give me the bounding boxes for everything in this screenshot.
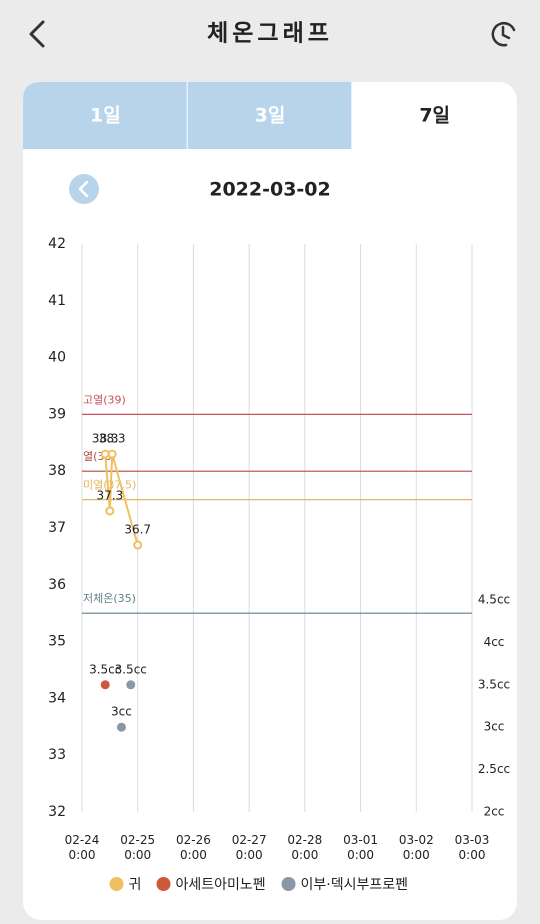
tab-background — [23, 82, 187, 149]
x-tick-time: 0:00 — [347, 848, 374, 862]
y-tick-label: 39 — [48, 406, 66, 422]
date-label: 2022-03-02 — [209, 179, 331, 201]
reference-label: 고열(39) — [83, 393, 126, 406]
point — [126, 680, 136, 690]
y-tick-label: 34 — [48, 690, 66, 706]
y-tick-label: 33 — [48, 747, 66, 763]
x-tick-time: 0:00 — [124, 848, 151, 862]
back-button[interactable] — [29, 20, 45, 48]
x-tick-time: 0:00 — [180, 848, 207, 862]
x-tick-date: 03-01 — [343, 833, 378, 847]
x-tick-label: 02-24 0:00 — [65, 833, 100, 862]
tab-background — [187, 82, 352, 149]
legend-label: 아세트아미노펜 — [176, 877, 266, 893]
y-tick-label: 32 — [48, 804, 66, 820]
legend-swatch — [109, 877, 124, 891]
reference-label: 미열(37.5) — [83, 479, 136, 492]
y-tick-label: 36 — [48, 577, 66, 593]
legend-item: 이부·덱시부프로펜 — [281, 877, 409, 893]
data-label: 3cc — [111, 705, 132, 719]
prev-date-button[interactable] — [69, 174, 99, 204]
tabs: 1일 3일 7일 — [23, 82, 450, 149]
y-tick-label: 35 — [48, 634, 66, 650]
data-label: 38.3 — [99, 432, 126, 446]
x-tick-time: 0:00 — [291, 848, 318, 862]
y-tick-label: 42 — [48, 236, 66, 252]
clock-icon — [491, 21, 516, 47]
x-tick-label: 02-27 0:00 — [232, 833, 267, 862]
x-tick-date: 02-27 — [232, 833, 267, 847]
y2-tick-label: 3.5cc — [478, 677, 510, 691]
tab-label: 1일 — [90, 105, 121, 127]
point — [105, 506, 115, 516]
legend-label: 이부·덱시부프로펜 — [301, 877, 409, 893]
x-tick-date: 02-25 — [120, 833, 155, 847]
data-label: 37.3 — [96, 488, 123, 502]
legend-item: 아세트아미노펜 — [156, 877, 266, 893]
tab-label: 7일 — [419, 105, 450, 127]
point — [116, 722, 126, 732]
y-tick-label: 41 — [48, 293, 66, 309]
x-tick-label: 03-01 0:00 — [343, 833, 378, 862]
data-label: 3.5cc — [89, 662, 121, 676]
y2-tick-label: 2.5cc — [478, 762, 510, 776]
data-label: 38.3 — [92, 432, 119, 446]
legend-item: 귀 — [109, 877, 142, 893]
clock-hands — [501, 25, 511, 40]
point — [100, 680, 110, 690]
point — [107, 449, 117, 459]
x-tick-label: 03-02 0:00 — [399, 833, 434, 862]
history-button[interactable] — [491, 21, 516, 47]
x-tick-date: 02-28 — [287, 833, 322, 847]
y-tick-label: 40 — [48, 350, 66, 366]
x-tick-label: 03-03 0:00 — [455, 833, 490, 862]
tab[interactable]: 1일 — [23, 82, 187, 149]
x-tick-time: 0:00 — [459, 848, 486, 862]
tab[interactable]: 3일 — [187, 82, 352, 149]
data-label: 36.7 — [124, 523, 151, 537]
x-tick-date: 03-03 — [455, 833, 490, 847]
point — [100, 449, 110, 459]
series-line — [104, 453, 139, 546]
y-tick-label: 38 — [48, 463, 66, 479]
card — [23, 82, 517, 920]
x-tick-label: 02-25 0:00 — [120, 833, 155, 862]
y2-tick-label: 2cc — [484, 805, 505, 819]
y2-tick-label: 4.5cc — [478, 593, 510, 607]
tab-label: 3일 — [255, 105, 286, 127]
reference-label: 저체온(35) — [83, 592, 136, 605]
point — [133, 540, 143, 550]
page-title: 체온그래프 — [207, 21, 333, 47]
x-tick-label: 02-26 0:00 — [176, 833, 211, 862]
y2-tick-label: 4cc — [484, 635, 505, 649]
y-tick-label: 37 — [48, 520, 66, 536]
x-tick-time: 0:00 — [69, 848, 96, 862]
x-tick-date: 03-02 — [399, 833, 434, 847]
x-tick-time: 0:00 — [403, 848, 430, 862]
x-tick-date: 02-26 — [176, 833, 211, 847]
tab[interactable]: 7일 — [419, 105, 450, 127]
x-tick-time: 0:00 — [236, 848, 263, 862]
x-tick-date: 02-24 — [65, 833, 100, 847]
data-label: 3.5cc — [115, 662, 147, 676]
x-tick-label: 02-28 0:00 — [287, 833, 322, 862]
prev-arrow — [78, 180, 89, 198]
y2-tick-label: 3cc — [484, 720, 505, 734]
legend-swatch — [281, 877, 296, 891]
legend-label: 귀 — [129, 877, 142, 893]
legend-swatch — [156, 877, 171, 891]
